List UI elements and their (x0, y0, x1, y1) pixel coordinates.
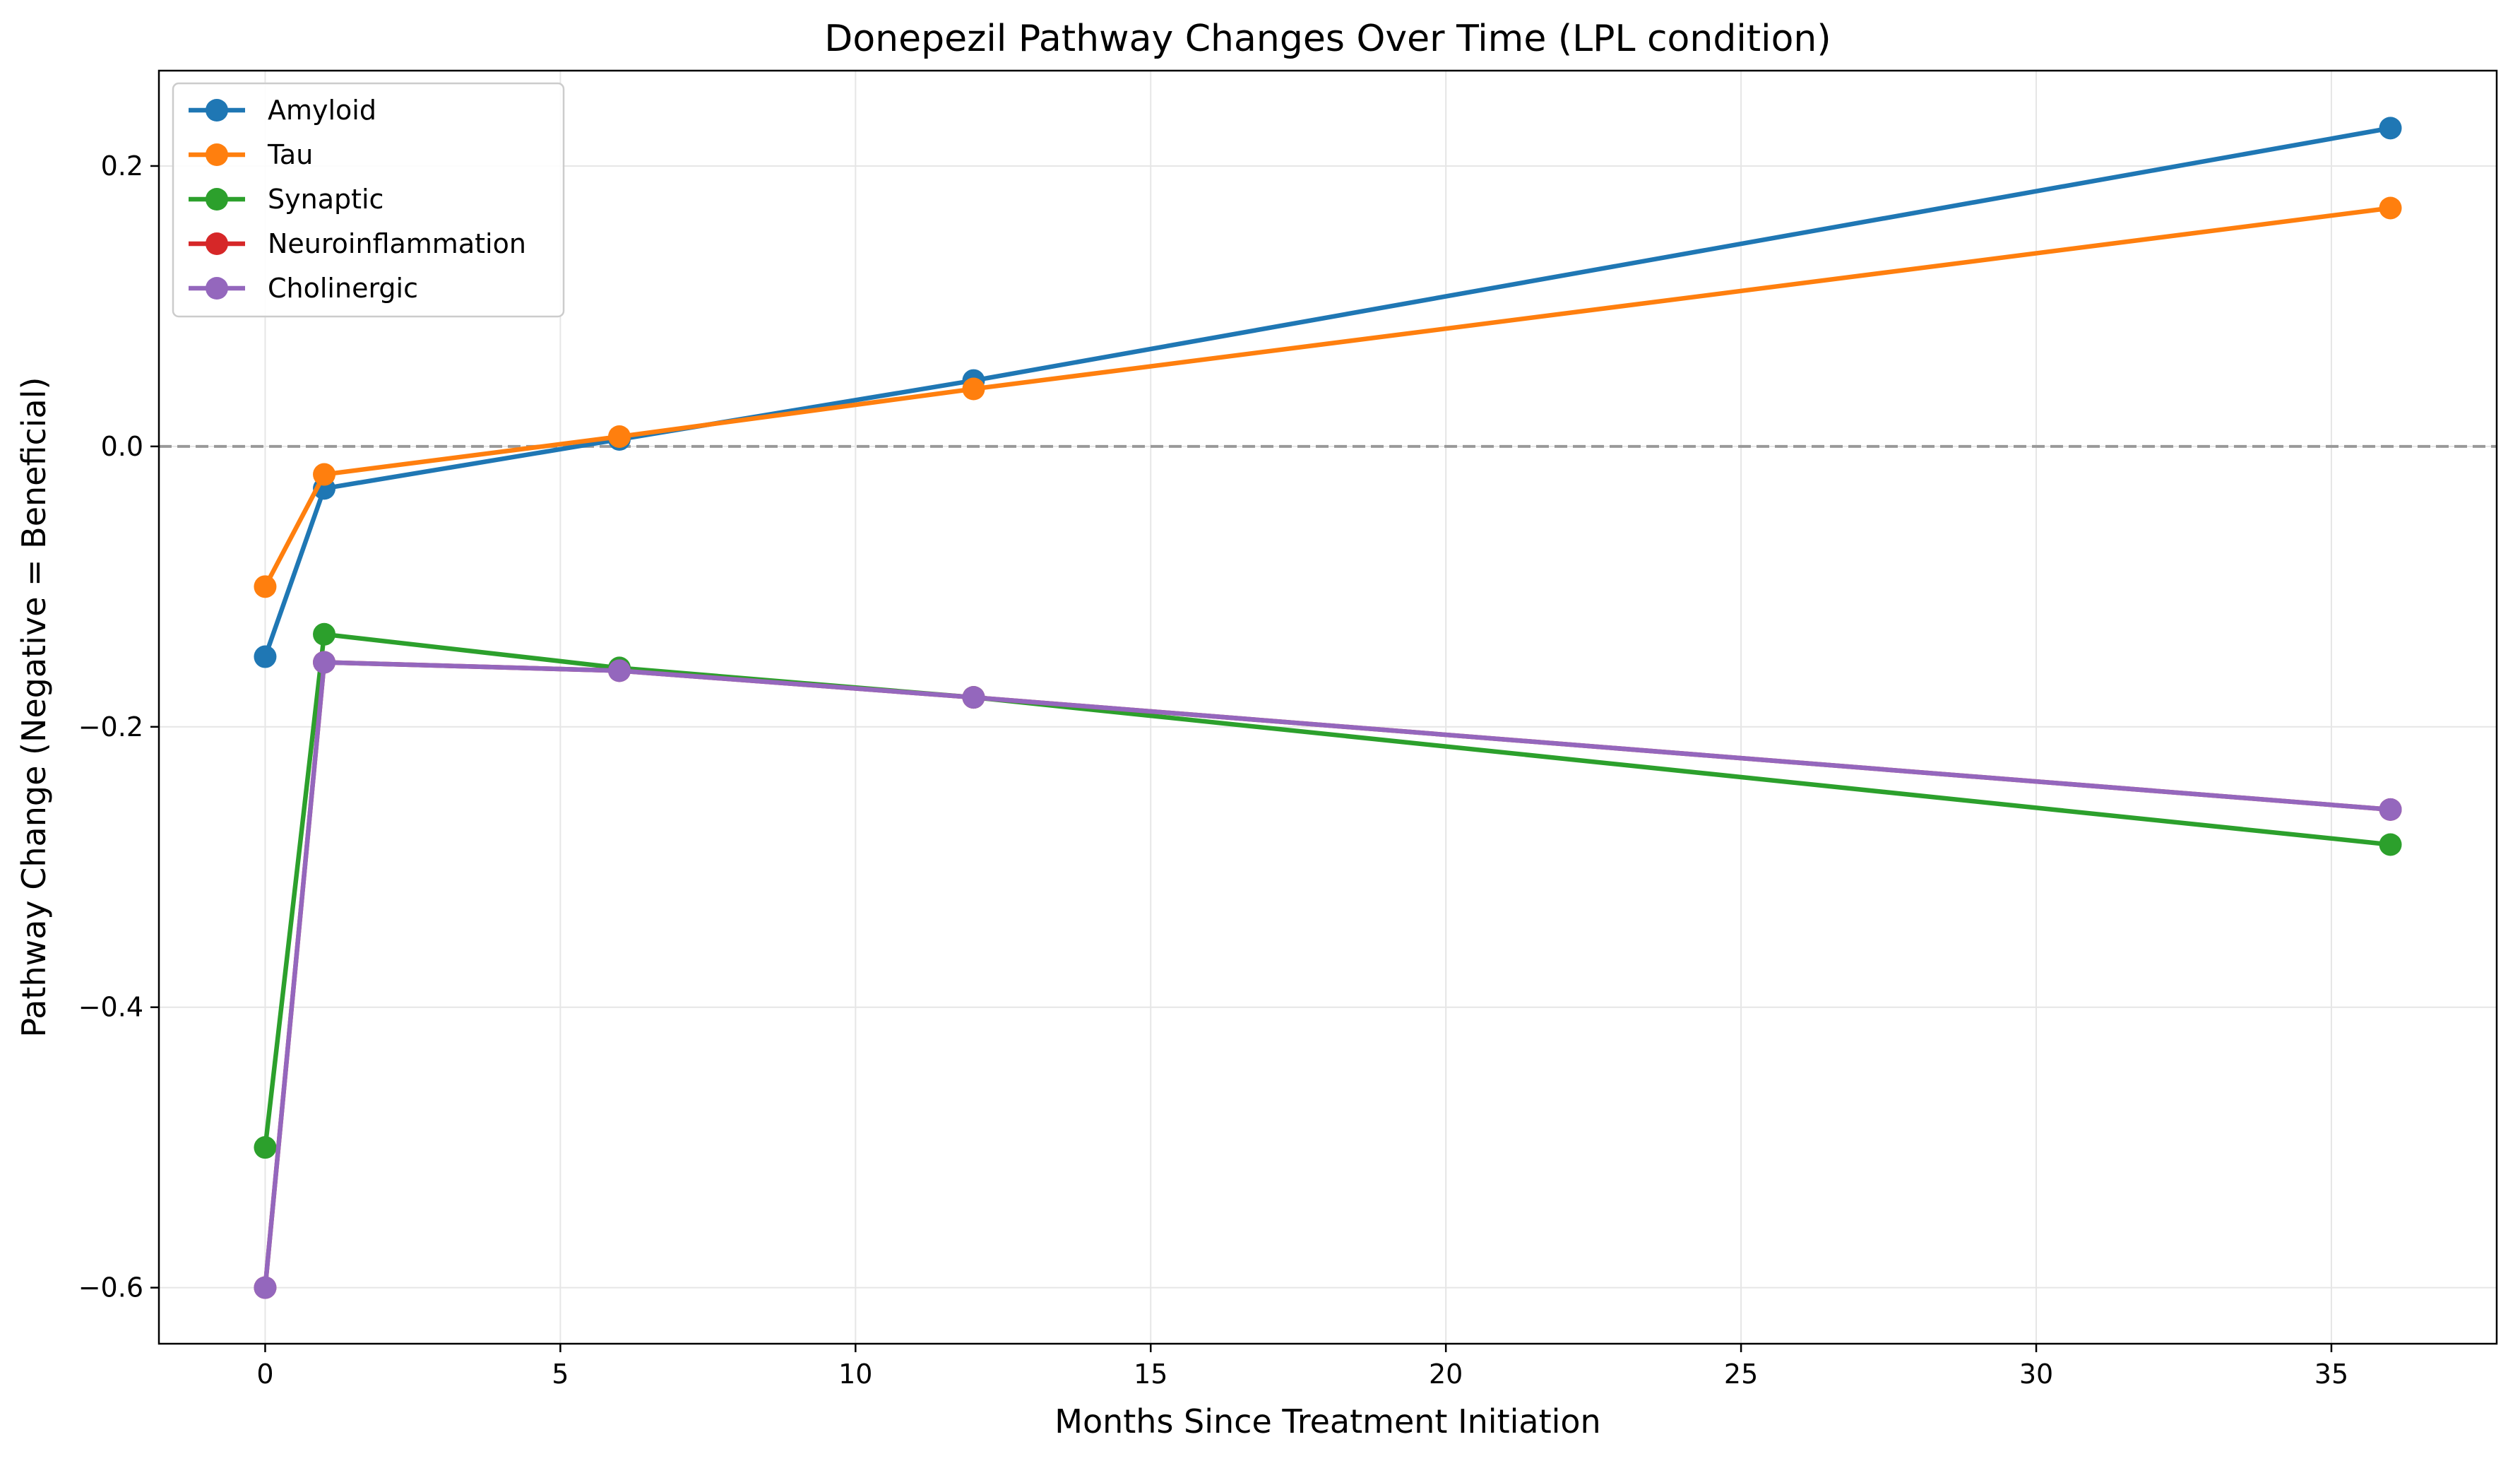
x-tick-label: 0 (256, 1359, 273, 1390)
legend-label-cholinergic: Cholinergic (268, 273, 418, 304)
tau-point (962, 377, 985, 401)
cholinergic-point (2379, 798, 2402, 821)
x-tick-label: 30 (2019, 1359, 2053, 1390)
legend-box (172, 82, 565, 318)
y-tick-label: 0.0 (101, 431, 143, 462)
legend-marker-cholinergic (206, 277, 228, 300)
x-tick-label: 20 (1429, 1359, 1463, 1390)
x-axis-label: Months Since Treatment Initiation (1054, 1402, 1600, 1441)
cholinergic-point (607, 659, 631, 682)
x-tick-label: 25 (1724, 1359, 1758, 1390)
y-axis-ticks: −0.6 −0.4 −0.2 0.0 0.2 (78, 150, 159, 1303)
synaptic-point (313, 622, 336, 646)
cholinergic-point (254, 1276, 277, 1299)
legend-label-synaptic: Synaptic (268, 184, 384, 215)
chart-title: Donepezil Pathway Changes Over Time (LPL… (824, 18, 1831, 60)
x-tick-label: 5 (552, 1359, 569, 1390)
legend-marker-tau (206, 143, 228, 166)
x-tick-label: 35 (2314, 1359, 2348, 1390)
synaptic-point (254, 1136, 277, 1159)
x-axis-ticks: 0 5 10 15 20 25 30 35 (256, 1344, 2348, 1390)
x-tick-label: 15 (1134, 1359, 1167, 1390)
cholinergic-point (313, 651, 336, 674)
amyloid-point (254, 645, 277, 668)
cholinergic-point (962, 686, 985, 709)
legend-label-amyloid: Amyloid (268, 95, 376, 126)
legend-marker-amyloid (206, 99, 228, 122)
tau-point (607, 425, 631, 448)
amyloid-point (2379, 117, 2402, 140)
x-tick-label: 10 (838, 1359, 872, 1390)
y-tick-label: −0.2 (78, 711, 143, 743)
legend: Amyloid Tau Synaptic Neuroinflammation Choli… (172, 82, 565, 318)
legend-marker-neuroinflammation (206, 232, 228, 255)
series-cholinergic (254, 651, 2402, 1299)
y-axis-label: Pathway Change (Negative = Beneficial) (15, 377, 53, 1038)
plot-frame (158, 69, 2498, 1345)
synaptic-point (2379, 833, 2402, 856)
tau-point (313, 463, 336, 486)
legend-label-neuroinflammation: Neuroinflammation (268, 228, 526, 259)
series-tau (254, 196, 2402, 598)
y-tick-label: −0.6 (78, 1272, 143, 1303)
legend-label-tau: Tau (267, 139, 313, 170)
y-tick-label: −0.4 (78, 992, 143, 1023)
y-tick-label: 0.2 (101, 150, 143, 182)
tau-point (2379, 196, 2402, 220)
tau-point (254, 575, 277, 598)
legend-marker-synaptic (206, 188, 228, 211)
series-lines (254, 117, 2402, 1299)
